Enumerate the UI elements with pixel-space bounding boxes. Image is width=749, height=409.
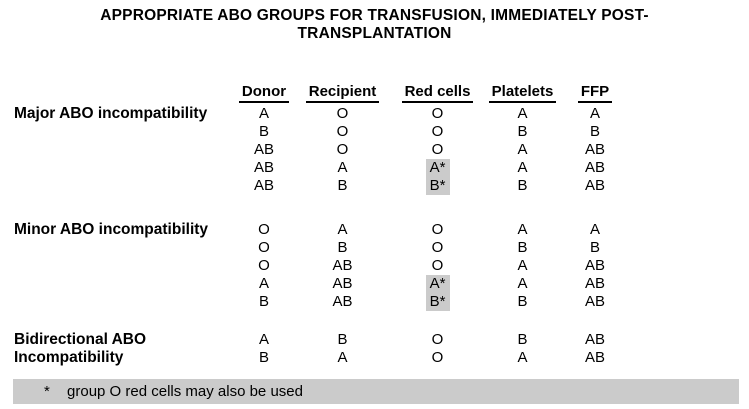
table-cell: A: [258, 331, 269, 348]
table-cell: B: [589, 239, 600, 256]
table-cell: AB: [584, 257, 605, 274]
table-cell: B: [337, 177, 348, 194]
table-row: A AB A* A AB: [14, 275, 630, 293]
col-header-donor: Donor: [233, 76, 295, 105]
page-title-line2: TRANSPLANTATION: [297, 25, 452, 42]
table-row: AB O O A AB: [14, 141, 630, 159]
table-cell: AB: [253, 177, 274, 194]
table-cell: A: [517, 221, 528, 238]
col-header-ffp: FFP: [560, 76, 630, 105]
table-cell: AB: [584, 177, 605, 194]
table-cell: O: [431, 349, 444, 366]
table-row: Major ABO incompatibility A O O A A: [14, 105, 630, 123]
table-row: O AB O A AB: [14, 257, 630, 275]
table-cell: O: [431, 331, 444, 348]
table-cell: B: [337, 331, 348, 348]
table-cell: A: [258, 275, 269, 292]
table-cell: AB: [584, 293, 605, 310]
page-title-line1: APPROPRIATE ABO GROUPS FOR TRANSFUSION, …: [100, 7, 649, 24]
table-row: O B O B B: [14, 239, 630, 257]
table-cell: B: [258, 123, 269, 140]
table-cell: AB: [584, 159, 605, 176]
table-cell: AB: [332, 275, 353, 292]
table-cell: AB: [332, 257, 353, 274]
table-cell: A: [589, 105, 600, 122]
table-cell: AB: [253, 159, 274, 176]
table-cell: AB: [332, 293, 353, 310]
section-label-major: Major ABO incompatibility: [14, 105, 208, 122]
table-row: B AB B* B AB: [14, 293, 630, 311]
table-cell: A: [517, 159, 528, 176]
highlighted-value: B*: [425, 293, 450, 311]
table-cell: A: [337, 159, 348, 176]
table-cell: O: [431, 221, 444, 238]
table-cell: O: [431, 257, 444, 274]
table-row: Incompatibility B A O A AB: [14, 349, 630, 367]
highlighted-value: B*: [425, 177, 450, 195]
section-label-bidirectional-line1: Bidirectional ABO: [14, 331, 147, 348]
page-title: APPROPRIATE ABO GROUPS FOR TRANSFUSION, …: [0, 7, 749, 43]
highlighted-value: A*: [425, 159, 450, 177]
section-spacer: [14, 195, 630, 221]
table-header-row: Donor Recipient Red cells Platelets FFP: [14, 76, 630, 105]
table-cell: A: [258, 105, 269, 122]
table-cell: O: [258, 221, 270, 238]
table-row: AB B B* B AB: [14, 177, 630, 195]
section-label-minor: Minor ABO incompatibility: [14, 221, 209, 238]
table-cell: O: [336, 105, 349, 122]
table-cell: AB: [584, 349, 605, 366]
table-cell: O: [431, 141, 444, 158]
table-row: AB A A* A AB: [14, 159, 630, 177]
table-cell: A: [517, 105, 528, 122]
footnote-asterisk: *: [44, 383, 50, 400]
table-cell-highlighted: B*: [390, 293, 485, 311]
table-cell: O: [431, 123, 444, 140]
table-cell: A: [589, 221, 600, 238]
table-cell: B: [258, 349, 269, 366]
table-cell: AB: [584, 331, 605, 348]
table-cell: A: [517, 275, 528, 292]
table-cell: O: [336, 123, 349, 140]
table-row: Bidirectional ABO A B O B AB: [14, 331, 630, 349]
footnote-text: group O red cells may also be used: [67, 383, 303, 400]
col-header-recipient: Recipient: [295, 76, 390, 105]
table-cell: B: [517, 331, 528, 348]
table-cell-highlighted: A*: [390, 159, 485, 177]
table-cell: O: [258, 239, 270, 256]
section-spacer: [14, 311, 630, 331]
table-cell: B: [517, 239, 528, 256]
table-cell: A: [517, 349, 528, 366]
col-header-red-cells: Red cells: [390, 76, 485, 105]
table-cell: AB: [584, 275, 605, 292]
table-cell: A: [517, 141, 528, 158]
table-cell-highlighted: A*: [390, 275, 485, 293]
abo-compatibility-table: Donor Recipient Red cells Platelets FFP …: [14, 76, 630, 367]
col-header-platelets: Platelets: [485, 76, 560, 105]
table-cell: AB: [253, 141, 274, 158]
table-cell-highlighted: B*: [390, 177, 485, 195]
table-cell: O: [431, 239, 444, 256]
highlighted-value: A*: [425, 275, 450, 293]
table-cell: AB: [584, 141, 605, 158]
table-cell: A: [337, 349, 348, 366]
table-cell: B: [517, 123, 528, 140]
table-cell: O: [336, 141, 349, 158]
table-cell: B: [517, 177, 528, 194]
table-cell: A: [517, 257, 528, 274]
table-cell: O: [258, 257, 270, 274]
table-cell: B: [517, 293, 528, 310]
table-cell: A: [337, 221, 348, 238]
table-row: Minor ABO incompatibility O A O A A: [14, 221, 630, 239]
footnote-bar: * group O red cells may also be used: [13, 379, 739, 404]
table-cell: B: [258, 293, 269, 310]
table-cell: B: [589, 123, 600, 140]
table-cell: O: [431, 105, 444, 122]
table-cell: B: [337, 239, 348, 256]
table-row: B O O B B: [14, 123, 630, 141]
section-label-bidirectional-line2: Incompatibility: [14, 349, 124, 366]
